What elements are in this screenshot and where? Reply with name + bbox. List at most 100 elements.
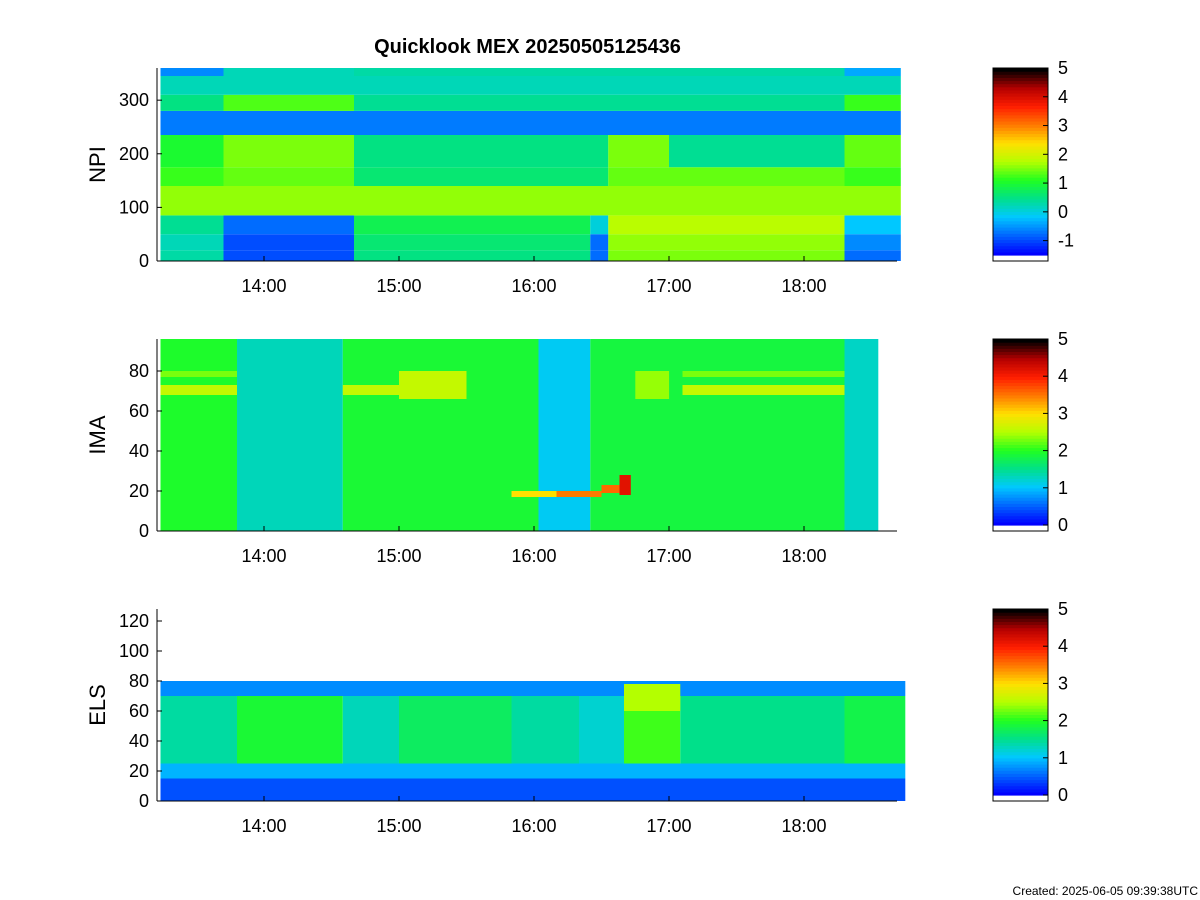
colorbar-band	[993, 748, 1048, 753]
colorbar-band	[993, 342, 1048, 346]
colorbar-band	[993, 348, 1048, 352]
colorbar-frame	[992, 338, 1049, 532]
colorbar-band	[993, 139, 1048, 144]
colorbar-band	[993, 152, 1048, 156]
heatmap-cell	[160, 110, 901, 135]
heatmap-cell	[160, 385, 237, 395]
figure-title: Quicklook MEX 20250505125436	[374, 36, 681, 58]
colorbar-band	[993, 68, 1048, 72]
colorbar-band	[993, 186, 1048, 191]
colorbar-band	[993, 124, 1048, 128]
colorbar-band	[993, 214, 1048, 219]
colorbar-band	[993, 788, 1048, 793]
x-tick-label: 15:00	[376, 276, 421, 296]
colorbar-tick-label: 4	[1058, 636, 1068, 656]
colorbar-band	[993, 475, 1048, 480]
colorbar-band	[993, 689, 1048, 694]
colorbar-band	[993, 173, 1048, 178]
colorbar-band	[993, 698, 1048, 703]
heatmap-cell	[223, 215, 354, 235]
heatmap-cell	[342, 339, 539, 531]
heatmap-cell	[160, 339, 237, 531]
heatmap-cell	[844, 250, 901, 261]
colorbar-band	[993, 410, 1048, 414]
heatmap-cell	[160, 76, 901, 95]
heatmap-cell	[399, 696, 512, 764]
colorbar-tick-label: 2	[1058, 144, 1068, 164]
colorbar-band	[993, 745, 1048, 750]
colorbar-band	[993, 680, 1048, 684]
colorbar-band	[993, 714, 1048, 719]
colorbar-band	[993, 518, 1048, 523]
colorbar-band	[993, 71, 1048, 75]
x-tick-label: 15:00	[376, 546, 421, 566]
colorbar-band	[993, 77, 1048, 82]
heatmap-cell	[844, 696, 906, 764]
colorbar-tick-label: 3	[1058, 403, 1068, 423]
heatmap-cells	[160, 339, 879, 531]
x-tick-label: 17:00	[646, 276, 691, 296]
x-tick-label: 16:00	[511, 276, 556, 296]
y-tick-label: 120	[119, 611, 149, 631]
heatmap-cell	[844, 94, 901, 111]
colorbar-band	[993, 459, 1048, 464]
colorbar-band	[993, 692, 1048, 697]
heatmap-cell	[237, 339, 343, 531]
heatmap-cell	[682, 385, 845, 395]
heatmap-cell	[590, 215, 609, 235]
colorbar-tick-label: 4	[1058, 366, 1068, 386]
colorbar-band	[993, 658, 1048, 663]
x-tick-label: 16:00	[511, 546, 556, 566]
colorbar-band	[993, 494, 1048, 498]
y-tick-label: 40	[129, 441, 149, 461]
heatmap-cells	[160, 68, 901, 261]
heatmap-cell	[511, 696, 579, 764]
y-tick-label: 100	[119, 641, 149, 661]
colorbar-band	[993, 612, 1048, 616]
colorbar-tick-label: 5	[1058, 599, 1068, 619]
heatmap-cell	[354, 215, 591, 235]
colorbar-band	[993, 158, 1048, 163]
colorbar-band	[993, 609, 1048, 613]
heatmap-cell	[223, 167, 354, 186]
colorbar-band	[993, 674, 1048, 678]
colorbar-band	[993, 413, 1048, 418]
colorbar-band	[993, 211, 1048, 216]
colorbar-band	[993, 242, 1048, 247]
colorbar-band	[993, 791, 1048, 796]
x-tick-label: 14:00	[241, 276, 286, 296]
colorbar-tick-label: 0	[1058, 785, 1068, 805]
colorbar-band	[993, 382, 1048, 387]
colorbar-band	[993, 624, 1048, 629]
colorbar-band	[993, 180, 1048, 184]
x-tick-label: 15:00	[376, 816, 421, 836]
colorbar-band	[993, 453, 1048, 458]
colorbar-band	[993, 226, 1048, 231]
heatmap-cell	[160, 778, 906, 801]
heatmap-cell	[844, 68, 901, 76]
colorbar-band	[993, 198, 1048, 203]
colorbar-band	[993, 205, 1048, 209]
colorbar-band	[993, 127, 1048, 131]
heatmap-cell	[160, 681, 906, 696]
colorbar-band	[993, 472, 1048, 476]
colorbar-band	[993, 230, 1048, 234]
colorbar-band	[993, 478, 1048, 483]
colorbar-band	[993, 512, 1048, 517]
colorbar-band	[993, 503, 1048, 507]
heatmap-cell	[160, 234, 224, 251]
y-tick-label: 60	[129, 401, 149, 421]
colorbar-band	[993, 447, 1048, 452]
colorbar-band	[993, 739, 1048, 743]
colorbar-band	[993, 618, 1048, 622]
heatmap-cell	[223, 234, 354, 251]
heatmap-cell	[682, 371, 845, 377]
colorbar-band	[993, 708, 1048, 712]
heatmap-cell	[354, 250, 591, 261]
heatmap-cell	[590, 234, 609, 251]
colorbar-band	[993, 248, 1048, 253]
colorbar-band	[993, 142, 1048, 147]
colorbar-band	[993, 736, 1048, 740]
colorbar-band	[993, 370, 1048, 374]
